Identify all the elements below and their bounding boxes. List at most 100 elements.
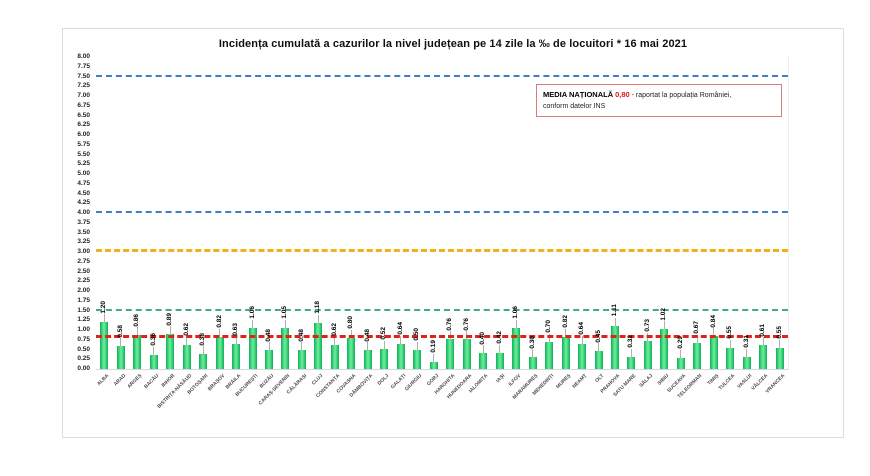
bar-value-label: 0.30 xyxy=(528,335,536,349)
bar-value-label: 0.63 xyxy=(232,322,240,336)
bar-IALOMIȚA xyxy=(479,353,488,369)
bar-MUREȘ xyxy=(561,337,570,369)
bar-value-label: 0.70 xyxy=(545,320,553,333)
y-axis-tick: 1.75 xyxy=(77,296,90,304)
bar-value-label: 1.06 xyxy=(248,306,256,319)
bar-SATU MARE xyxy=(627,356,636,369)
legend-text-line2: conform datelor INS xyxy=(543,102,606,110)
y-axis-tick: 7.75 xyxy=(77,62,90,70)
bar-ARGEȘ xyxy=(133,335,142,369)
bar-value-label: 0.48 xyxy=(297,328,305,342)
value-label-leader xyxy=(235,336,237,345)
y-axis-tick: 0.75 xyxy=(77,335,90,343)
value-label-leader xyxy=(120,338,122,347)
bar-ILFOV xyxy=(512,327,521,369)
bar-ARAD xyxy=(116,346,125,369)
bar-NEAMȚ xyxy=(578,344,587,369)
bar-DOLJ xyxy=(380,348,389,369)
value-label-leader xyxy=(400,336,402,345)
bar-value-label: 0.48 xyxy=(363,328,371,342)
bar-value-label: 0.67 xyxy=(693,321,701,334)
bar-value-label: 0.38 xyxy=(199,332,207,346)
bar-value-label: 0.31 xyxy=(742,335,750,348)
bar-SĂLAJ xyxy=(643,340,652,369)
bar-value-label: 0.62 xyxy=(330,323,338,336)
bar-MARAMUREȘ xyxy=(528,357,537,369)
reference-line-1.50 xyxy=(96,308,788,311)
bar-BACĂU xyxy=(149,354,158,369)
value-label-leader xyxy=(565,329,567,338)
bar-BOTOȘANI xyxy=(199,354,208,369)
y-axis-tick: 6.75 xyxy=(77,101,90,109)
bar-BIHOR xyxy=(166,334,175,369)
value-label-leader xyxy=(153,346,155,355)
y-axis-tick: 6.00 xyxy=(77,131,90,138)
bar-value-label: 0.58 xyxy=(116,324,124,338)
y-axis-tick: 7.00 xyxy=(77,92,90,99)
value-label-leader xyxy=(367,342,369,351)
value-label-leader xyxy=(581,336,583,345)
value-label-leader xyxy=(103,314,105,323)
bar-value-label: 0.42 xyxy=(495,330,503,344)
value-label-leader xyxy=(762,337,764,346)
y-axis-tick: 1.50 xyxy=(77,306,90,314)
bar-value-label: 0.73 xyxy=(643,318,651,332)
reference-line-4.00 xyxy=(96,211,788,213)
value-label-leader xyxy=(746,348,748,357)
value-label-leader xyxy=(779,339,781,348)
bar-ALBA xyxy=(100,322,109,369)
bar-BUZĂU xyxy=(265,350,273,369)
y-axis-tick: 5.25 xyxy=(77,160,90,168)
bar-value-label: 1.20 xyxy=(100,300,108,314)
bar-OLT xyxy=(594,351,603,369)
bar-value-label: 0.50 xyxy=(413,327,421,341)
bar-HARGHITA xyxy=(446,339,455,369)
value-label-leader xyxy=(598,343,600,352)
value-label-leader xyxy=(268,342,270,351)
value-label-leader xyxy=(433,353,435,362)
bar-value-label: 0.64 xyxy=(578,322,586,336)
value-label-leader xyxy=(482,345,484,354)
value-label-leader xyxy=(499,344,501,353)
bar-GALAȚI xyxy=(396,344,405,369)
value-label-leader xyxy=(416,341,418,350)
bar-GIURGIU xyxy=(413,349,422,369)
reference-line-3.00 xyxy=(96,249,788,252)
value-label-leader xyxy=(284,320,286,329)
bar-CĂLĂRAȘI xyxy=(297,350,306,369)
y-axis-tick: 4.75 xyxy=(77,179,90,187)
value-label-leader xyxy=(532,349,534,358)
bar-value-label: 1.05 xyxy=(281,306,289,320)
bar-HUNEDOARA xyxy=(462,339,471,369)
bar-VASLUI xyxy=(742,356,751,369)
bar-CLUJ xyxy=(314,322,323,369)
bar-value-label: 0.86 xyxy=(133,313,141,327)
y-axis-tick: 3.50 xyxy=(77,228,90,236)
bar-value-label: 1.06 xyxy=(512,306,520,319)
value-label-leader xyxy=(614,317,616,326)
y-axis-tick: 2.00 xyxy=(77,287,90,294)
bar-value-label: 0.36 xyxy=(149,333,157,346)
y-axis-tick: 6.50 xyxy=(77,111,90,119)
value-label-leader xyxy=(301,342,303,351)
bar-value-label: 1.18 xyxy=(314,301,322,314)
y-axis-tick: 5.75 xyxy=(77,140,90,148)
value-label-leader xyxy=(219,329,221,338)
y-axis-tick: 4.25 xyxy=(77,199,90,207)
y-axis-tick: 1.00 xyxy=(77,326,90,333)
y-axis-tick: 1.25 xyxy=(77,316,90,324)
plot-area: 1.20 ALBA 0.58 ARAD 0.86 ARGEȘ 0.36 BACĂU 0.89 BI… xyxy=(96,57,789,410)
bar-value-label: 0.76 xyxy=(446,317,454,331)
bar-VRANCEA xyxy=(775,347,784,369)
y-axis-tick: 8.00 xyxy=(77,53,90,60)
bar-TELEORMAN xyxy=(693,342,702,369)
bar-value-label: 0.48 xyxy=(265,328,272,342)
bar-BUCUREȘTI xyxy=(248,327,257,369)
y-axis-tick: 2.25 xyxy=(77,277,90,285)
y-axis-tick: 3.00 xyxy=(77,248,90,255)
value-label-leader xyxy=(136,327,138,336)
bar-VÂLCEA xyxy=(759,345,768,369)
bar-value-label: 0.64 xyxy=(396,322,404,336)
bar-value-label: 0.76 xyxy=(462,317,470,331)
